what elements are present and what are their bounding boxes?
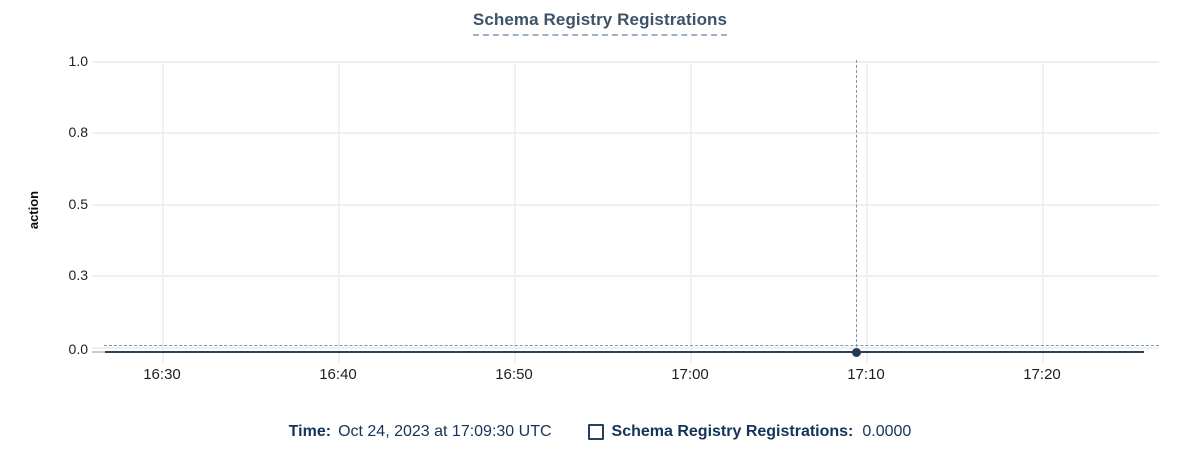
title-row: Schema Registry Registrations	[0, 10, 1200, 36]
y-tick-label: 0.5	[68, 196, 88, 212]
y-tick-label: 1.0	[68, 53, 88, 69]
x-tick-label: 17:00	[671, 366, 709, 383]
gridline-v-1640	[338, 61, 340, 363]
series-line	[105, 351, 1144, 353]
y-axis-zero-tick	[92, 351, 105, 353]
gridline-h-0.8	[92, 132, 1159, 134]
x-tick-label: 16:40	[319, 366, 357, 383]
gridline-h-0.5	[92, 204, 1159, 206]
plot-area[interactable]	[92, 61, 1159, 352]
gridline-h-0.0	[92, 347, 1159, 349]
y-tick-label: 0.8	[68, 124, 88, 140]
crosshair-vertical-line	[856, 60, 857, 352]
gridline-h-0.3	[92, 275, 1159, 277]
x-tick-label: 17:20	[1023, 366, 1061, 383]
y-tick-label: 0.3	[68, 267, 88, 283]
hovered-data-point-dot	[852, 348, 861, 357]
gridline-v-1710	[866, 61, 868, 363]
x-tick-label: 16:30	[143, 366, 181, 383]
tooltip-time-label: Time:	[288, 423, 332, 440]
chart-title[interactable]: Schema Registry Registrations	[472, 10, 728, 36]
gridline-v-1650	[514, 61, 516, 363]
x-tick-label: 17:10	[847, 366, 885, 383]
gridline-v-1720	[1042, 61, 1044, 363]
legend-series-label[interactable]: Schema Registry Registrations:	[611, 423, 854, 440]
tooltip-time-value: Oct 24, 2023 at 17:09:30 UTC	[338, 423, 552, 440]
gridline-h-1.0	[92, 61, 1159, 63]
gridline-v-1700	[690, 61, 692, 363]
crosshair-horizontal-line	[104, 345, 1159, 346]
legend-checkbox-icon[interactable]	[587, 424, 604, 440]
tooltip-legend-row: Time: Oct 24, 2023 at 17:09:30 UTC Schem…	[0, 422, 1200, 442]
x-tick-label: 16:50	[495, 366, 533, 383]
gridline-v-1630	[162, 61, 164, 363]
legend-series-value: 0.0000	[862, 423, 912, 440]
y-tick-label: 0.0	[68, 341, 88, 357]
